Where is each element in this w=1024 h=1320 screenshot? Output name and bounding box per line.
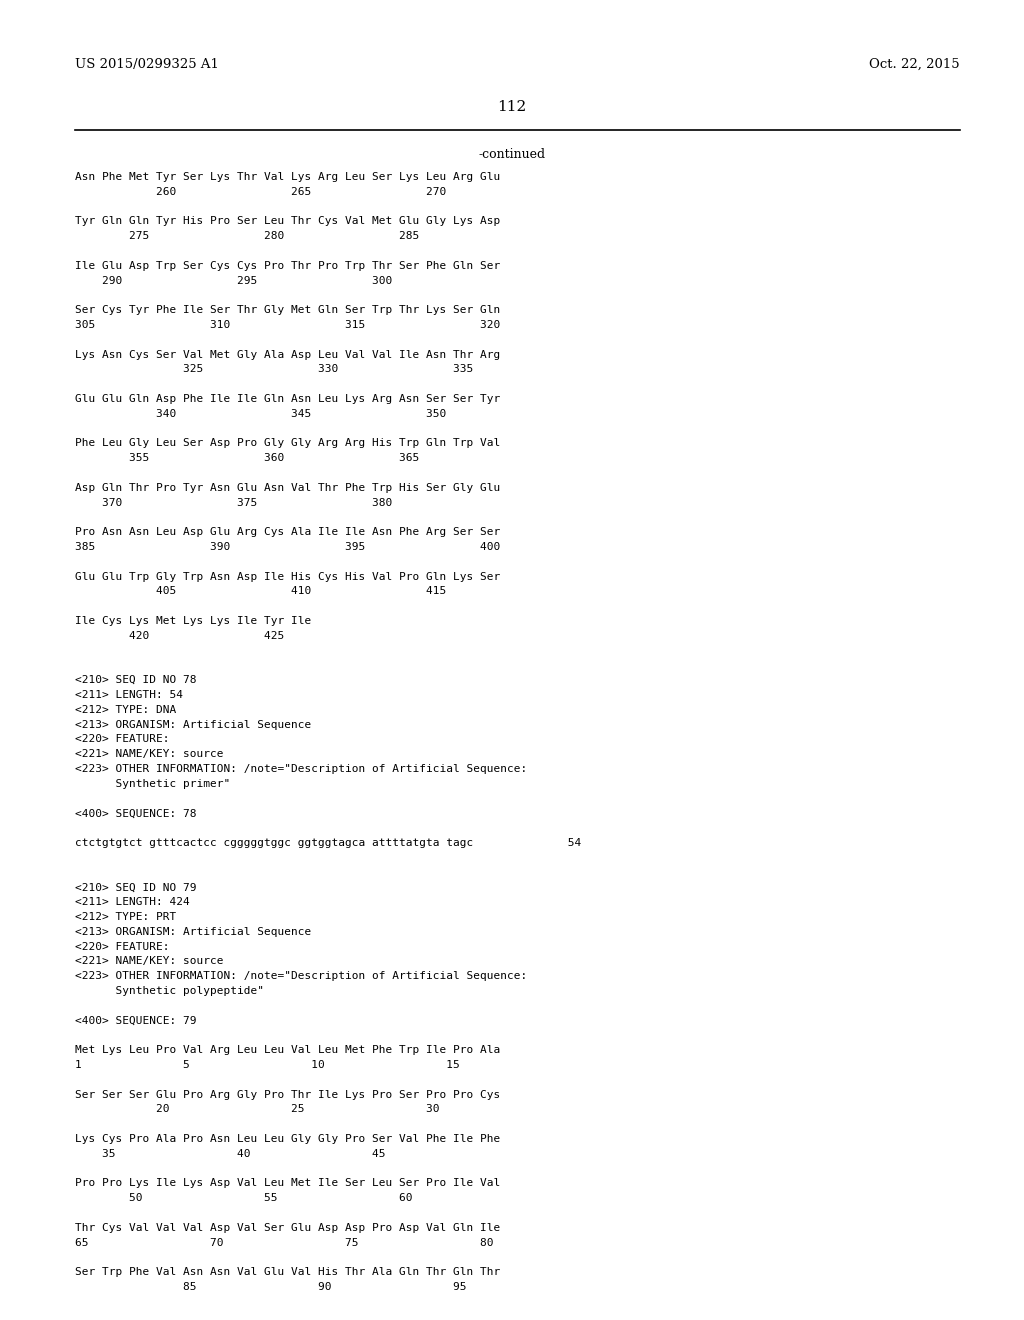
Text: <223> OTHER INFORMATION: /note="Description of Artificial Sequence:: <223> OTHER INFORMATION: /note="Descript… bbox=[75, 764, 527, 774]
Text: <223> OTHER INFORMATION: /note="Description of Artificial Sequence:: <223> OTHER INFORMATION: /note="Descript… bbox=[75, 972, 527, 981]
Text: <220> FEATURE:: <220> FEATURE: bbox=[75, 734, 170, 744]
Text: 370                 375                 380: 370 375 380 bbox=[75, 498, 392, 508]
Text: <400> SEQUENCE: 79: <400> SEQUENCE: 79 bbox=[75, 1015, 197, 1026]
Text: ctctgtgtct gtttcactcc cgggggtggc ggtggtagca attttatgta tagc              54: ctctgtgtct gtttcactcc cgggggtggc ggtggta… bbox=[75, 838, 582, 847]
Text: 340                 345                 350: 340 345 350 bbox=[75, 409, 446, 418]
Text: Ser Cys Tyr Phe Ile Ser Thr Gly Met Gln Ser Trp Thr Lys Ser Gln: Ser Cys Tyr Phe Ile Ser Thr Gly Met Gln … bbox=[75, 305, 501, 315]
Text: 405                 410                 415: 405 410 415 bbox=[75, 586, 446, 597]
Text: 20                  25                  30: 20 25 30 bbox=[75, 1105, 439, 1114]
Text: <210> SEQ ID NO 79: <210> SEQ ID NO 79 bbox=[75, 882, 197, 892]
Text: Thr Cys Val Val Val Asp Val Ser Glu Asp Asp Pro Asp Val Gln Ile: Thr Cys Val Val Val Asp Val Ser Glu Asp … bbox=[75, 1222, 501, 1233]
Text: Tyr Gln Gln Tyr His Pro Ser Leu Thr Cys Val Met Glu Gly Lys Asp: Tyr Gln Gln Tyr His Pro Ser Leu Thr Cys … bbox=[75, 216, 501, 227]
Text: Asp Gln Thr Pro Tyr Asn Glu Asn Val Thr Phe Trp His Ser Gly Glu: Asp Gln Thr Pro Tyr Asn Glu Asn Val Thr … bbox=[75, 483, 501, 492]
Text: Synthetic polypeptide": Synthetic polypeptide" bbox=[75, 986, 264, 997]
Text: Ser Ser Ser Glu Pro Arg Gly Pro Thr Ile Lys Pro Ser Pro Pro Cys: Ser Ser Ser Glu Pro Arg Gly Pro Thr Ile … bbox=[75, 1089, 501, 1100]
Text: <210> SEQ ID NO 78: <210> SEQ ID NO 78 bbox=[75, 676, 197, 685]
Text: 385                 390                 395                 400: 385 390 395 400 bbox=[75, 543, 501, 552]
Text: 355                 360                 365: 355 360 365 bbox=[75, 453, 419, 463]
Text: <211> LENGTH: 424: <211> LENGTH: 424 bbox=[75, 898, 189, 907]
Text: <221> NAME/KEY: source: <221> NAME/KEY: source bbox=[75, 957, 223, 966]
Text: Ile Cys Lys Met Lys Lys Ile Tyr Ile: Ile Cys Lys Met Lys Lys Ile Tyr Ile bbox=[75, 616, 311, 626]
Text: Met Lys Leu Pro Val Arg Leu Leu Val Leu Met Phe Trp Ile Pro Ala: Met Lys Leu Pro Val Arg Leu Leu Val Leu … bbox=[75, 1045, 501, 1055]
Text: Phe Leu Gly Leu Ser Asp Pro Gly Gly Arg Arg His Trp Gln Trp Val: Phe Leu Gly Leu Ser Asp Pro Gly Gly Arg … bbox=[75, 438, 501, 449]
Text: <212> TYPE: DNA: <212> TYPE: DNA bbox=[75, 705, 176, 715]
Text: Oct. 22, 2015: Oct. 22, 2015 bbox=[869, 58, 961, 71]
Text: Lys Asn Cys Ser Val Met Gly Ala Asp Leu Val Val Ile Asn Thr Arg: Lys Asn Cys Ser Val Met Gly Ala Asp Leu … bbox=[75, 350, 501, 359]
Text: <211> LENGTH: 54: <211> LENGTH: 54 bbox=[75, 690, 183, 700]
Text: 260                 265                 270: 260 265 270 bbox=[75, 187, 446, 197]
Text: 112: 112 bbox=[498, 100, 526, 114]
Text: -continued: -continued bbox=[478, 148, 546, 161]
Text: Pro Pro Lys Ile Lys Asp Val Leu Met Ile Ser Leu Ser Pro Ile Val: Pro Pro Lys Ile Lys Asp Val Leu Met Ile … bbox=[75, 1179, 501, 1188]
Text: 420                 425: 420 425 bbox=[75, 631, 285, 640]
Text: <220> FEATURE:: <220> FEATURE: bbox=[75, 941, 170, 952]
Text: <213> ORGANISM: Artificial Sequence: <213> ORGANISM: Artificial Sequence bbox=[75, 719, 311, 730]
Text: Glu Glu Trp Gly Trp Asn Asp Ile His Cys His Val Pro Gln Lys Ser: Glu Glu Trp Gly Trp Asn Asp Ile His Cys … bbox=[75, 572, 501, 582]
Text: 275                 280                 285: 275 280 285 bbox=[75, 231, 419, 242]
Text: <212> TYPE: PRT: <212> TYPE: PRT bbox=[75, 912, 176, 921]
Text: <400> SEQUENCE: 78: <400> SEQUENCE: 78 bbox=[75, 808, 197, 818]
Text: Synthetic primer": Synthetic primer" bbox=[75, 779, 230, 789]
Text: <213> ORGANISM: Artificial Sequence: <213> ORGANISM: Artificial Sequence bbox=[75, 927, 311, 937]
Text: Pro Asn Asn Leu Asp Glu Arg Cys Ala Ile Ile Asn Phe Arg Ser Ser: Pro Asn Asn Leu Asp Glu Arg Cys Ala Ile … bbox=[75, 527, 501, 537]
Text: Lys Cys Pro Ala Pro Asn Leu Leu Gly Gly Pro Ser Val Phe Ile Phe: Lys Cys Pro Ala Pro Asn Leu Leu Gly Gly … bbox=[75, 1134, 501, 1144]
Text: 35                  40                  45: 35 40 45 bbox=[75, 1148, 385, 1159]
Text: 325                 330                 335: 325 330 335 bbox=[75, 364, 473, 375]
Text: 50                  55                  60: 50 55 60 bbox=[75, 1193, 413, 1204]
Text: 290                 295                 300: 290 295 300 bbox=[75, 276, 392, 285]
Text: US 2015/0299325 A1: US 2015/0299325 A1 bbox=[75, 58, 219, 71]
Text: <221> NAME/KEY: source: <221> NAME/KEY: source bbox=[75, 750, 223, 759]
Text: 65                  70                  75                  80: 65 70 75 80 bbox=[75, 1238, 494, 1247]
Text: Asn Phe Met Tyr Ser Lys Thr Val Lys Arg Leu Ser Lys Leu Arg Glu: Asn Phe Met Tyr Ser Lys Thr Val Lys Arg … bbox=[75, 172, 501, 182]
Text: Glu Glu Gln Asp Phe Ile Ile Gln Asn Leu Lys Arg Asn Ser Ser Tyr: Glu Glu Gln Asp Phe Ile Ile Gln Asn Leu … bbox=[75, 393, 501, 404]
Text: Ile Glu Asp Trp Ser Cys Cys Pro Thr Pro Trp Thr Ser Phe Gln Ser: Ile Glu Asp Trp Ser Cys Cys Pro Thr Pro … bbox=[75, 261, 501, 271]
Text: Ser Trp Phe Val Asn Asn Val Glu Val His Thr Ala Gln Thr Gln Thr: Ser Trp Phe Val Asn Asn Val Glu Val His … bbox=[75, 1267, 501, 1278]
Text: 85                  90                  95: 85 90 95 bbox=[75, 1282, 467, 1292]
Text: 305                 310                 315                 320: 305 310 315 320 bbox=[75, 319, 501, 330]
Text: 1               5                  10                  15: 1 5 10 15 bbox=[75, 1060, 460, 1071]
